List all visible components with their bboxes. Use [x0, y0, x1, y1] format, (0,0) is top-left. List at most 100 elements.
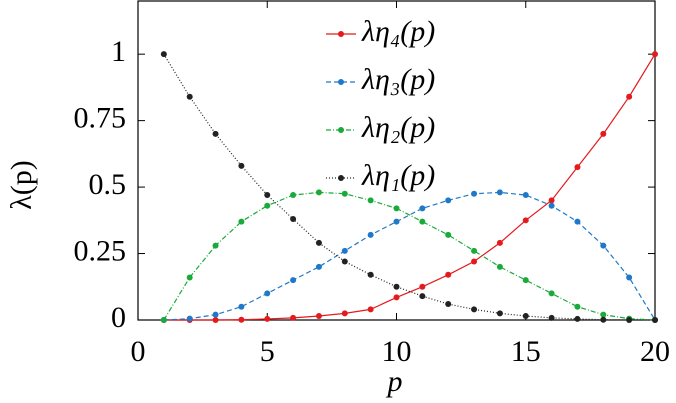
data-point [212, 311, 219, 318]
data-point [186, 93, 193, 100]
data-point [341, 258, 348, 265]
data-point [290, 215, 297, 222]
x-tick-label: 20 [640, 335, 670, 368]
data-point [367, 271, 374, 278]
legend-label: λη₁(p) [361, 159, 435, 192]
data-point [367, 231, 374, 238]
series-line [163, 191, 656, 321]
data-point [186, 315, 193, 322]
y-tick-label: 1 [111, 35, 126, 68]
data-point [574, 218, 581, 225]
data-point [367, 197, 374, 204]
data-point [496, 310, 503, 317]
data-point [626, 317, 633, 323]
data-point [238, 316, 245, 323]
data-point [471, 190, 478, 197]
data-point [652, 51, 658, 58]
legend-label: λη₃(p) [361, 63, 435, 96]
data-point [496, 189, 503, 196]
data-point [600, 311, 607, 318]
data-point [471, 306, 478, 313]
data-point [445, 271, 452, 278]
data-point [574, 315, 581, 322]
data-point [600, 242, 607, 249]
data-point [160, 317, 167, 323]
legend-marker [338, 127, 344, 133]
data-point [315, 313, 322, 320]
data-point [522, 277, 529, 284]
data-point [445, 197, 452, 204]
data-point [471, 258, 478, 265]
y-tick-label: 0.25 [74, 234, 127, 267]
data-point [393, 283, 400, 290]
data-point [186, 274, 193, 281]
data-point [341, 190, 348, 197]
legend-marker [338, 31, 344, 37]
data-point [393, 218, 400, 225]
series-line [163, 53, 655, 321]
data-point [419, 218, 426, 225]
data-point [160, 51, 167, 58]
y-tick-label: 0.75 [74, 102, 127, 135]
data-point [315, 263, 322, 270]
data-point [315, 239, 322, 246]
data-point [290, 277, 297, 284]
series-line [163, 53, 656, 321]
data-point [548, 202, 555, 209]
data-point [341, 310, 348, 317]
x-axis-label: p [386, 365, 403, 398]
y-axis-label: λ(p) [5, 160, 38, 210]
x-tick-label: 5 [260, 335, 275, 368]
data-point [548, 290, 555, 297]
data-point [341, 247, 348, 254]
data-point [264, 290, 271, 297]
series-line [163, 191, 656, 321]
x-tick-label: 10 [382, 335, 412, 368]
data-point [238, 218, 245, 225]
data-point [212, 317, 219, 323]
data-point [445, 301, 452, 308]
data-point [600, 130, 607, 137]
data-point [626, 274, 633, 281]
data-point [290, 192, 297, 199]
data-point [522, 192, 529, 199]
data-point [419, 293, 426, 300]
data-point [522, 217, 529, 224]
data-point [496, 263, 503, 270]
data-point [548, 197, 555, 204]
data-point [626, 93, 633, 100]
y-tick-label: 0 [111, 301, 126, 334]
legend-label: λη₄(p) [361, 15, 435, 48]
data-point [264, 192, 271, 199]
data-point [652, 317, 658, 323]
data-point [445, 231, 452, 238]
data-point [600, 316, 607, 323]
x-tick-label: 15 [511, 335, 541, 368]
data-point [367, 306, 374, 313]
data-point [522, 313, 529, 320]
data-point [393, 205, 400, 212]
legend-label: λη₂(p) [361, 111, 435, 144]
data-point [471, 247, 478, 254]
data-point [315, 189, 322, 196]
data-point [548, 314, 555, 321]
data-point [238, 162, 245, 169]
data-point [264, 202, 271, 209]
data-point [212, 242, 219, 249]
y-tick-label: 0.5 [89, 168, 127, 201]
legend-marker [338, 175, 344, 181]
data-point [264, 315, 271, 322]
x-tick-label: 0 [131, 335, 146, 368]
data-point [238, 303, 245, 310]
data-point [212, 130, 219, 137]
data-point [393, 294, 400, 301]
data-point [574, 164, 581, 171]
data-point [574, 303, 581, 310]
data-point [496, 239, 503, 246]
legend-marker [338, 79, 344, 85]
data-point [290, 314, 297, 321]
data-point [419, 283, 426, 290]
data-point [419, 205, 426, 212]
